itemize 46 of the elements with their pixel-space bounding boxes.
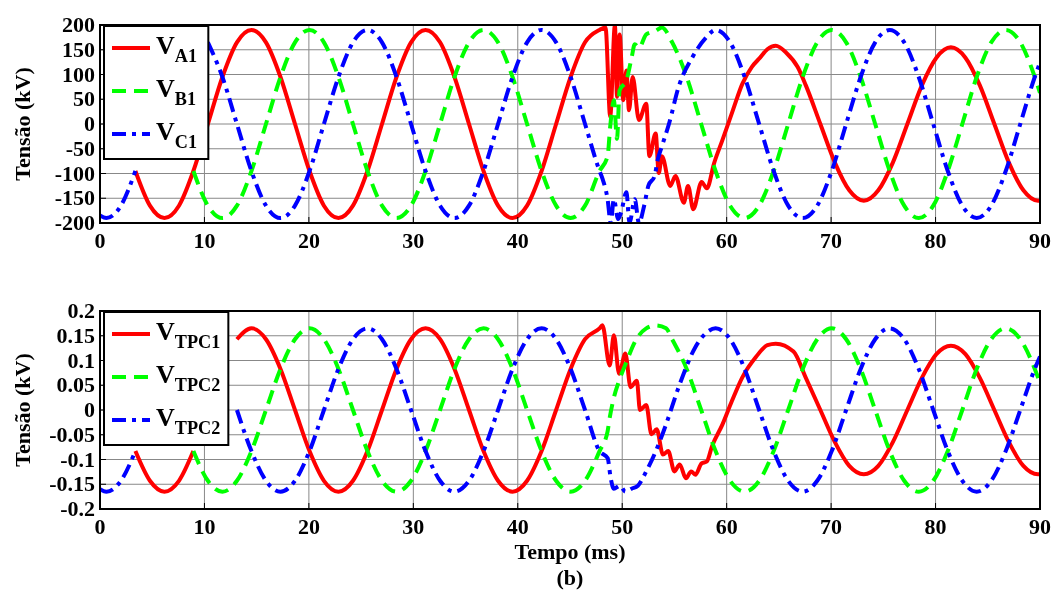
y-tick-label: 0.05 [56, 372, 95, 398]
legend-label: V$_{TPC2}$ [156, 360, 221, 396]
y-tick-label: -0.1 [60, 446, 95, 472]
x-tick-label: 60 [715, 514, 738, 539]
x-tick-label: 50 [611, 228, 634, 253]
y-tick-label: 200 [62, 12, 95, 37]
x-tick-label: 70 [820, 228, 843, 253]
y-tick-label: -50 [65, 135, 95, 161]
legend-label: V$_{TPC1}$ [156, 317, 221, 353]
x-tick-label: 90 [1029, 514, 1051, 539]
y-tick-label: -100 [54, 160, 95, 186]
y-tick-label: 0.1 [67, 347, 95, 373]
x-tick-label: 60 [715, 228, 738, 253]
x-tick-label: 50 [611, 514, 634, 539]
x-axis-title: Tempo (ms) [514, 539, 626, 564]
text: (b) [556, 565, 584, 590]
x-tick-label: 40 [506, 514, 529, 539]
y-tick-label: -0.15 [49, 471, 95, 497]
legend-label: V$_{TPC2}$ [156, 403, 221, 439]
y-tick-label: -0.2 [60, 496, 95, 521]
legend-label: V$_{C1}$ [156, 117, 198, 153]
y-tick-label: 50 [73, 86, 95, 112]
x-tick-label: 40 [506, 228, 529, 253]
y-tick-label: 100 [62, 61, 95, 87]
y-tick-label: 0.15 [56, 322, 95, 348]
y-tick-label: -0.05 [49, 421, 95, 447]
x-tick-label: 10 [193, 228, 216, 253]
y-tick-label: 0 [84, 397, 95, 422]
x-tick-label: 30 [402, 514, 425, 539]
x-tick-label: 90 [1029, 228, 1051, 253]
x-tick-label: 80 [924, 228, 947, 253]
y-tick-label: 0.2 [67, 298, 95, 323]
y-tick-label: 0 [84, 111, 95, 136]
y-tick-label: 150 [62, 36, 95, 62]
x-tick-label: 30 [402, 228, 425, 253]
y-axis-title: Tensão (kV) [10, 67, 35, 181]
y-axis-title: Tensão (kV) [10, 353, 35, 467]
x-tick-label: 10 [193, 514, 216, 539]
x-tick-label: 20 [297, 228, 320, 253]
legend-label: V$_{B1}$ [156, 74, 197, 110]
x-tick-label: 20 [297, 514, 320, 539]
x-tick-label: 70 [820, 514, 843, 539]
legend-label: V$_{A1}$ [156, 31, 198, 67]
y-tick-label: -200 [54, 210, 95, 235]
x-tick-label: 80 [924, 514, 947, 539]
y-tick-label: -150 [54, 185, 95, 211]
